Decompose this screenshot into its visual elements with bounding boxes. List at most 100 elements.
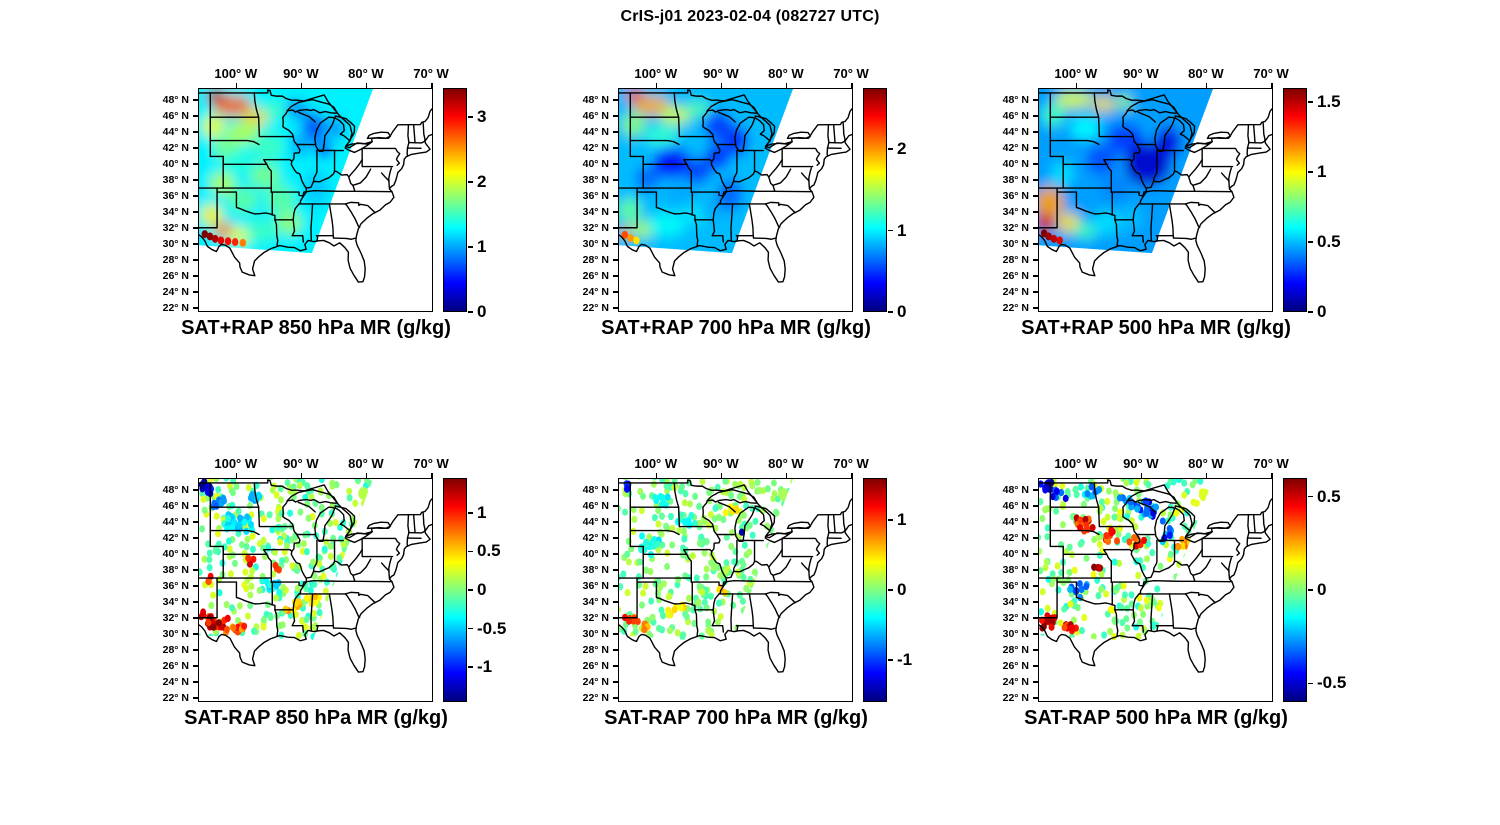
data-dot: [1137, 604, 1144, 612]
data-dot: [687, 500, 694, 508]
field-blob: [648, 212, 685, 237]
data-dot: [235, 507, 242, 515]
lat-tick-label: 46° N: [162, 500, 189, 512]
data-dot: [302, 623, 309, 631]
y-tick-mark: [613, 243, 618, 245]
data-dot: [199, 613, 205, 621]
data-dot: [1211, 548, 1214, 556]
data-dot: [1090, 632, 1097, 641]
data-dot: [260, 623, 267, 631]
y-tick-mark: [1033, 163, 1038, 165]
data-dot: [1095, 564, 1102, 572]
data-dot: [266, 511, 273, 519]
y-tick-mark: [193, 307, 198, 309]
data-dot: [621, 230, 629, 239]
data-points-layer: [199, 479, 374, 641]
data-dot: [1128, 591, 1135, 599]
colorbar-tick-label: -0.5: [1317, 673, 1347, 693]
colorbar: [443, 478, 467, 702]
lon-tick-label: 100° W: [634, 456, 678, 471]
data-dot: [625, 558, 632, 566]
data-dot: [631, 515, 638, 524]
great-lake-outline: [765, 532, 792, 543]
data-dot: [1114, 537, 1121, 545]
data-dot: [699, 588, 706, 596]
y-tick-mark: [613, 307, 618, 309]
data-dot: [213, 512, 220, 520]
y-tick-mark: [193, 179, 198, 181]
y-tick-mark: [193, 147, 198, 149]
y-tick-mark: [193, 569, 198, 571]
data-dot: [1149, 549, 1156, 557]
data-dot: [660, 498, 667, 506]
data-dot: [1116, 494, 1123, 502]
lat-tick-label: 22° N: [582, 302, 609, 314]
field-blob: [226, 121, 260, 144]
data-dot: [210, 623, 217, 631]
data-dot: [658, 606, 665, 614]
data-dot: [715, 618, 721, 626]
colorbar-tick-label: 1: [897, 510, 907, 529]
data-dot: [1039, 533, 1042, 542]
data-dot: [1161, 612, 1168, 620]
field-blob: [1073, 222, 1098, 239]
data-dot: [1209, 513, 1214, 521]
data-dot: [338, 568, 345, 576]
data-dot: [1060, 500, 1066, 509]
data-dot: [236, 521, 243, 529]
data-dot: [619, 504, 621, 512]
data-dot: [790, 499, 794, 507]
data-dot: [225, 537, 232, 545]
data-dot: [663, 522, 670, 530]
colorbar-tick-mark: [1308, 171, 1313, 173]
data-dot: [1197, 479, 1204, 485]
data-dot: [1167, 511, 1174, 519]
y-tick-mark: [1033, 179, 1038, 181]
data-dot: [1166, 531, 1173, 540]
colorbar: [863, 478, 887, 702]
data-dot: [1143, 479, 1150, 481]
data-dot: [1045, 232, 1052, 241]
data-dot: [780, 559, 787, 568]
data-dot: [1083, 582, 1090, 591]
data-dot: [241, 518, 248, 526]
data-dot: [716, 502, 723, 511]
data-dot: [229, 604, 236, 612]
y-tick-mark: [613, 195, 618, 197]
data-dot: [1044, 604, 1051, 612]
lon-tick-label: 80° W: [768, 66, 804, 81]
data-dot: [371, 586, 374, 594]
lat-tick-label: 46° N: [1002, 110, 1029, 122]
data-dot: [1108, 526, 1115, 534]
data-dot: [1043, 558, 1050, 566]
data-points-layer: [619, 479, 794, 641]
data-dot: [1124, 624, 1131, 632]
y-tick-mark: [1033, 211, 1038, 213]
data-dot: [655, 624, 662, 633]
data-dot: [1053, 487, 1060, 496]
data-dot: [217, 236, 225, 245]
data-dot: [1181, 479, 1188, 487]
data-dot: [707, 511, 714, 519]
panel-title: SAT+RAP 700 hPa MR (g/kg): [601, 317, 871, 339]
colorbar-tick-label: 1: [897, 220, 907, 240]
data-dot: [243, 527, 250, 535]
data-dot: [659, 512, 665, 520]
colorbar: [443, 88, 467, 312]
data-dot: [664, 549, 671, 557]
field-blob: [717, 178, 743, 211]
y-tick-mark: [193, 163, 198, 165]
map-plot-area: [1038, 478, 1273, 702]
data-dot: [717, 613, 724, 621]
y-tick-mark: [1033, 617, 1038, 619]
data-dot: [689, 552, 696, 560]
data-dot: [1142, 497, 1149, 505]
data-dot: [643, 566, 650, 574]
data-dot: [230, 624, 237, 632]
data-dot: [1199, 557, 1206, 566]
colorbar-tick-label: 3: [477, 107, 487, 127]
data-dot: [242, 568, 249, 576]
data-dot: [305, 514, 312, 522]
data-dot: [680, 631, 687, 639]
data-dot: [674, 629, 681, 637]
